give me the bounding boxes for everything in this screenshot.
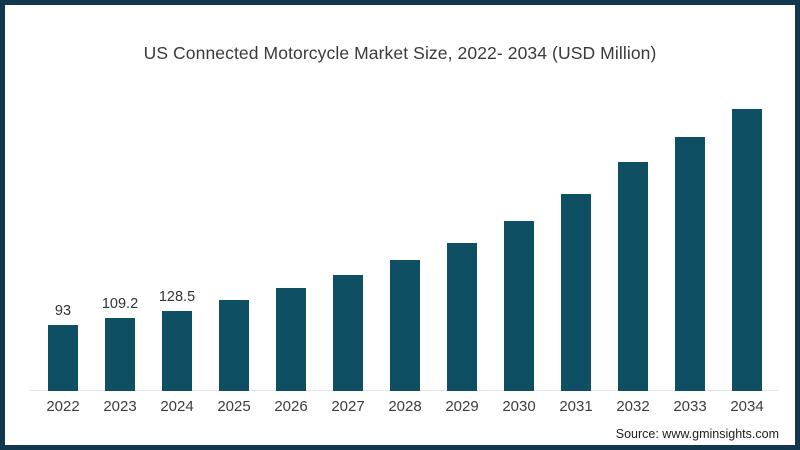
x-axis-label-2031: 2031 [559,398,593,415]
bar-value-label-2022: 93 [54,303,72,319]
bar-value-label-2024: 128.5 [158,289,196,305]
x-axis-label-2024: 2024 [160,398,194,415]
source-credit: Source: www.gminsights.com [615,427,779,441]
x-axis-label-2034: 2034 [730,398,764,415]
x-axis-label-2032: 2032 [616,398,650,415]
x-axis-label-2023: 2023 [103,398,137,415]
x-axis-label-2025: 2025 [217,398,251,415]
x-axis-label-2026: 2026 [274,398,308,415]
bar-2031 [561,194,591,391]
bar-2034 [732,109,762,391]
bar-2033 [675,137,705,391]
bar-2028 [390,260,420,391]
bar-2027 [333,275,363,391]
bar-2030 [504,221,534,391]
x-axis-label-2029: 2029 [445,398,479,415]
plot-area: 93 2022 109.2 2023 128.5 2024 2025 2026 2027 2028… [5,5,795,445]
bar-value-label-2023: 109.2 [101,296,139,312]
x-axis-label-2022: 2022 [46,398,80,415]
bar-2025 [219,300,249,391]
bar-2026 [276,288,306,391]
x-axis-label-2028: 2028 [388,398,422,415]
x-axis-label-2033: 2033 [673,398,707,415]
chart-title: US Connected Motorcycle Market Size, 202… [143,43,657,63]
bar-2022 [48,325,78,391]
x-axis-label-2030: 2030 [502,398,536,415]
bar-2023 [105,318,135,391]
x-axis-label-2027: 2027 [331,398,365,415]
bar-2029 [447,243,477,391]
bar-2024 [162,311,192,391]
bar-2032 [618,162,648,391]
